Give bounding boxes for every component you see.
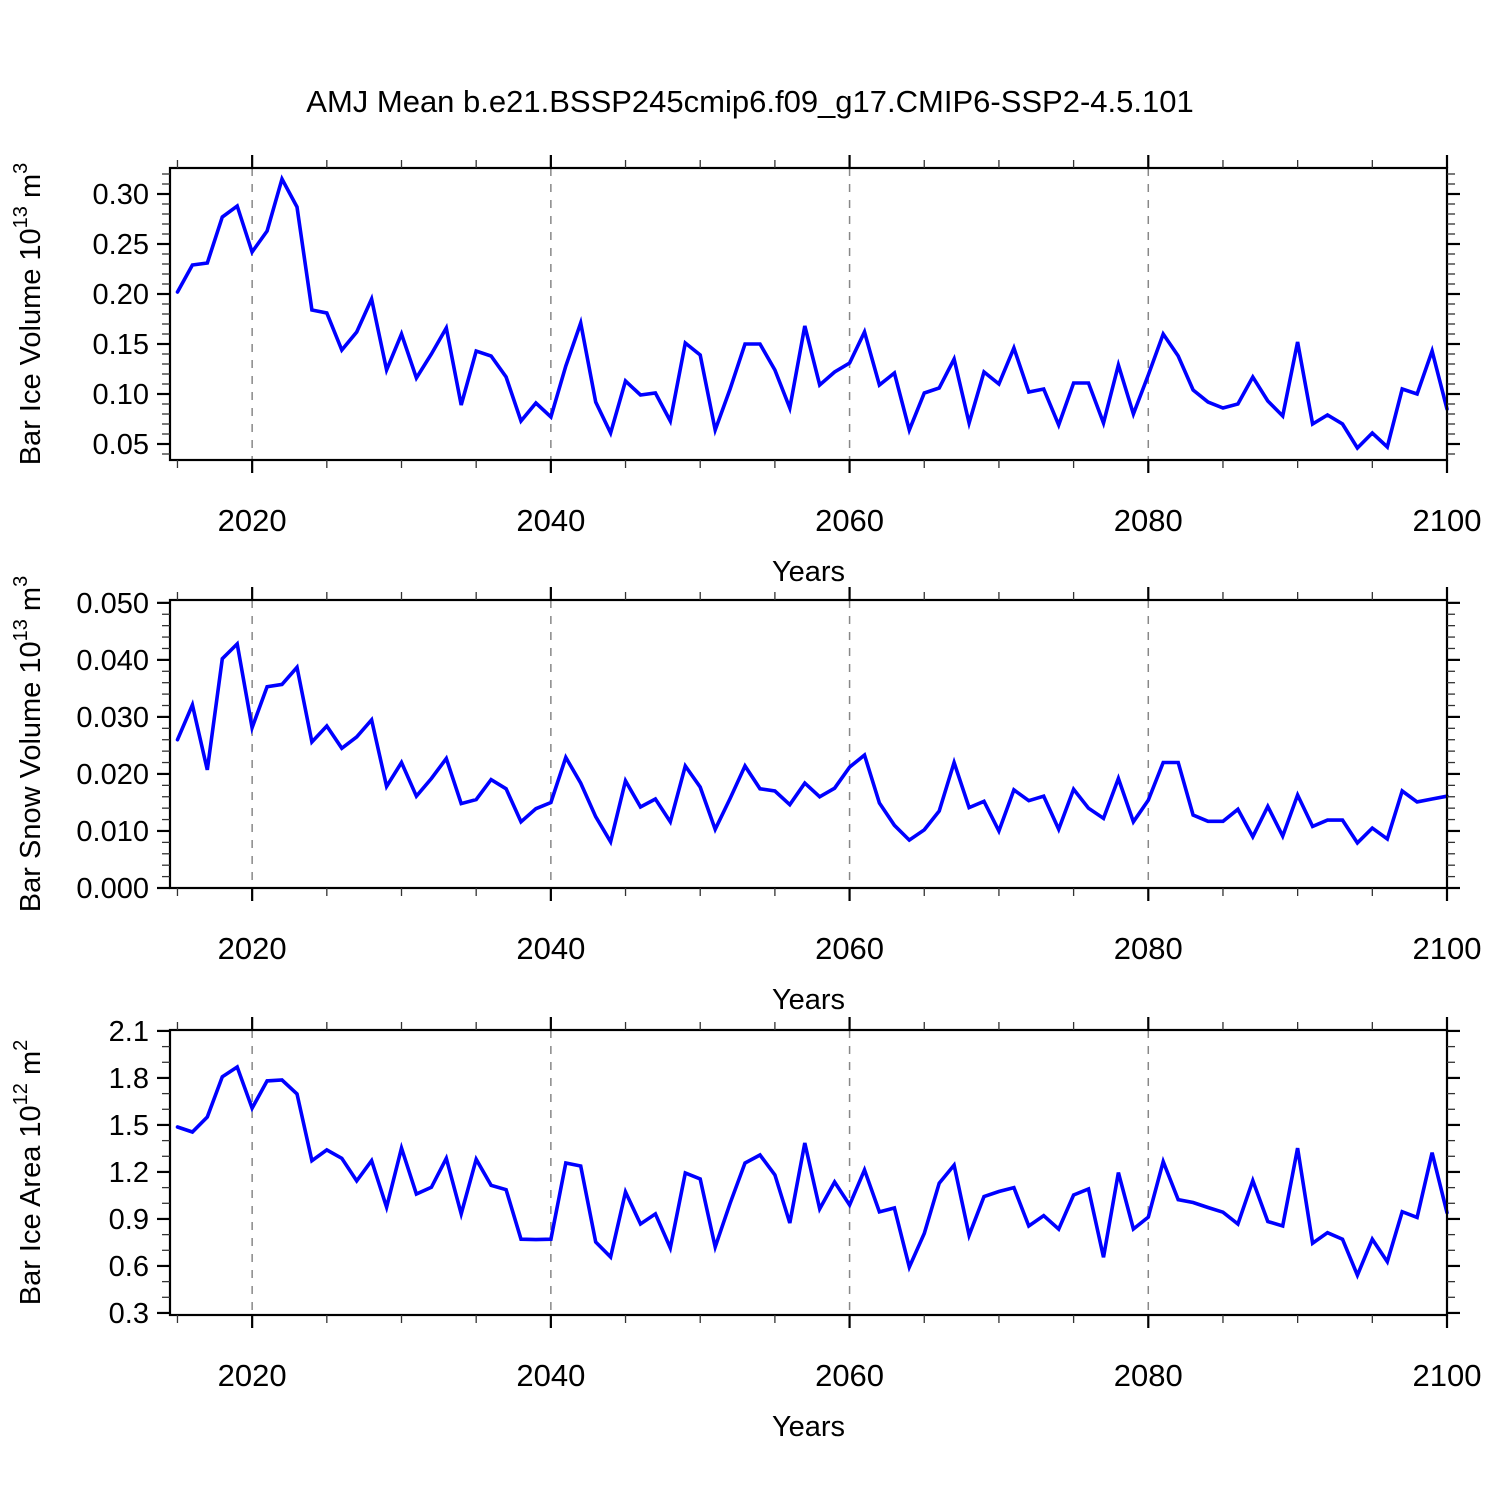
y-axis-title: Bar Ice Volume 1013 m3 (10, 163, 47, 466)
y-tick-label: 0.25 (93, 229, 149, 261)
axes-frame (168, 166, 1449, 462)
x-tick-label: 2080 (1114, 931, 1183, 966)
y-tick-label: 1.2 (109, 1157, 149, 1189)
y-ticks: 0.05 0.10 0.15 0.20 0.25 0.30 (93, 173, 1460, 461)
x-tick-label: 2040 (516, 931, 585, 966)
x-tick-label: 2020 (218, 1358, 287, 1393)
chart-title: AMJ Mean b.e21.BSSP245cmip6.f09_g17.CMIP… (306, 84, 1194, 119)
y-tick-label: 0.040 (76, 645, 149, 677)
panel-bar-ice-area: 0.3 0.6 0.9 1.2 1.5 1.8 2.1 2020 2040 2060 2080 210… (10, 1016, 1481, 1443)
y-tick-label: 0.9 (109, 1204, 149, 1236)
x-ticks: 2020 2040 2060 2080 2100 (176, 1017, 1482, 1393)
x-axis-title: Years (772, 556, 845, 588)
x-axis-title: Years (772, 984, 845, 1016)
y-tick-label: 0.030 (76, 702, 149, 734)
gridlines (251, 1030, 1150, 1315)
y-tick-label: 0.050 (76, 588, 149, 620)
y-ticks: 0.3 0.6 0.9 1.2 1.5 1.8 2.1 (109, 1016, 1460, 1330)
x-axis-title: Years (772, 1411, 845, 1443)
y-tick-label: 1.5 (109, 1110, 149, 1142)
y-tick-label: 0.05 (93, 429, 149, 461)
x-tick-label: 2100 (1413, 931, 1482, 966)
y-tick-label: 0.3 (109, 1298, 149, 1330)
y-tick-label: 0.30 (93, 179, 149, 211)
y-tick-label: 0.10 (93, 379, 149, 411)
x-ticks: 2020 2040 2060 2080 2100 (176, 587, 1482, 966)
panel-bar-ice-volume: 0.05 0.10 0.15 0.20 0.25 0.30 2020 2040 2060 2080… (10, 155, 1481, 588)
x-tick-label: 2080 (1114, 1358, 1183, 1393)
y-tick-label: 0.010 (76, 816, 149, 848)
data-line-bar-snow-volume (175, 640, 1449, 847)
y-tick-label: 0.020 (76, 759, 149, 791)
x-tick-label: 2060 (815, 931, 884, 966)
x-tick-label: 2100 (1413, 1358, 1482, 1393)
y-tick-label: 0.6 (109, 1251, 149, 1283)
x-tick-label: 2060 (815, 503, 884, 538)
x-tick-label: 2040 (516, 503, 585, 538)
gridlines (251, 168, 1150, 460)
y-ticks: 0.000 0.010 0.020 0.030 0.040 0.050 (76, 588, 1460, 905)
x-tick-label: 2100 (1413, 503, 1482, 538)
x-tick-label: 2080 (1114, 503, 1183, 538)
y-tick-label: 0.20 (93, 279, 149, 311)
x-ticks: 2020 2040 2060 2080 2100 (176, 155, 1482, 538)
axes-frame (168, 598, 1449, 890)
y-tick-label: 2.1 (109, 1016, 149, 1048)
x-tick-label: 2020 (218, 503, 287, 538)
data-line-bar-ice-area (175, 1064, 1449, 1280)
y-axis-title: Bar Ice Area 1012 m2 (10, 1040, 47, 1306)
y-tick-label: 0.000 (76, 873, 149, 905)
x-tick-label: 2060 (815, 1358, 884, 1393)
x-tick-label: 2040 (516, 1358, 585, 1393)
x-tick-label: 2020 (218, 931, 287, 966)
gridlines (251, 600, 1150, 888)
y-tick-label: 1.8 (109, 1063, 149, 1095)
y-axis-title: Bar Snow Volume 1013 m3 (10, 576, 47, 912)
data-line-bar-ice-volume (175, 174, 1449, 451)
y-tick-label: 0.15 (93, 329, 149, 361)
